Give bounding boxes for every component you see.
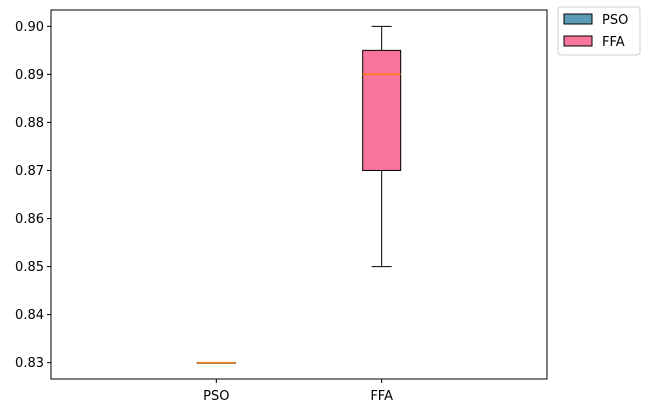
x-axis: PSO FFA — [203, 379, 393, 404]
legend-label-pso: PSO — [602, 13, 628, 28]
y-tick-label: 0.86 — [15, 212, 44, 227]
y-tick-label: 0.89 — [15, 68, 44, 83]
y-tick-label: 0.87 — [15, 164, 44, 179]
y-axis: 0.83 0.84 0.85 0.86 0.87 0.88 0.89 0.90 — [15, 20, 51, 371]
y-tick-label: 0.84 — [15, 308, 44, 323]
legend-label-ffa: FFA — [602, 35, 625, 50]
y-tick-label: 0.85 — [15, 260, 44, 275]
x-tick-label-pso: PSO — [203, 389, 229, 404]
legend-swatch-pso — [563, 13, 593, 25]
plot-layer — [196, 25, 402, 364]
plot-frame — [50, 9, 548, 380]
box-body-ffa — [362, 49, 402, 171]
box-pso — [196, 361, 236, 364]
box-ffa — [362, 25, 402, 268]
y-tick-label: 0.88 — [15, 116, 44, 131]
y-tick-label: 0.90 — [15, 20, 44, 35]
legend: PSO FFA — [557, 6, 641, 56]
x-tick-label-ffa: FFA — [370, 389, 393, 404]
y-tick-label: 0.83 — [15, 356, 44, 371]
legend-swatch-ffa — [563, 35, 593, 47]
